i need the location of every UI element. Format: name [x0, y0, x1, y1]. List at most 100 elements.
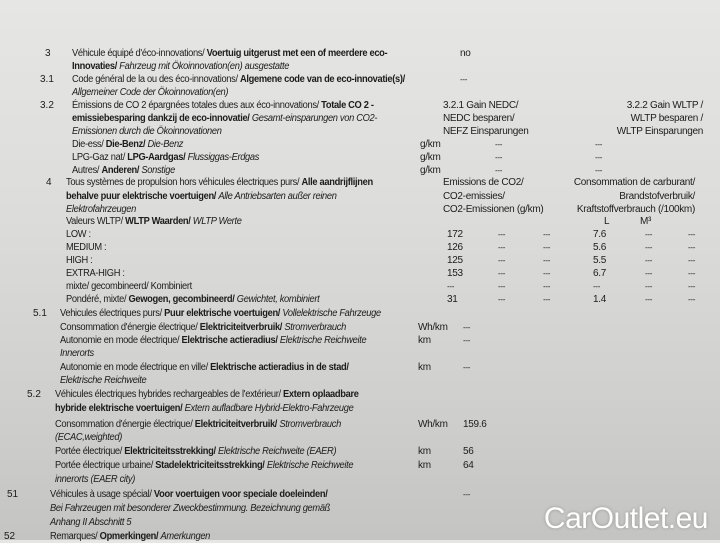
- label-segment: Gesamt-einsparungen von CO2-: [251, 113, 378, 124]
- value-cell: 7.6: [593, 229, 607, 240]
- item-label: EXTRA-HIGH :: [66, 268, 125, 280]
- label-segment: Stadelektriciteitsstrekking/: [155, 460, 267, 471]
- item-label: Innerorts: [60, 348, 94, 360]
- item-label: Portée électrique/ Elektriciteitsstrekki…: [55, 446, 337, 458]
- item-label: Elektrofahrzeugen: [66, 204, 136, 216]
- value-cell: ---: [495, 166, 503, 175]
- label-segment: Emissionen durch die Ökoinnovationen: [72, 126, 222, 137]
- label-segment: Alle aandrijflijnen: [301, 177, 374, 188]
- value-cell: 172: [447, 229, 463, 240]
- label-segment: Innovaties/: [72, 61, 120, 72]
- value-cell: ---: [463, 323, 471, 332]
- value-cell: ---: [447, 282, 455, 291]
- item-number: 5.1: [33, 308, 47, 319]
- label-segment: Die-ess/: [72, 139, 106, 150]
- item-label: Véhicules à usage spécial/ Voor voertuig…: [50, 489, 328, 501]
- item-label: LOW :: [66, 229, 91, 241]
- value-cell: g/km: [420, 152, 441, 163]
- item-label: emissiebesparing dankzij de eco-innovati…: [72, 113, 377, 125]
- value-cell: NEFZ Einsparungen: [443, 126, 529, 137]
- label-segment: Flussiggas-Erdgas: [187, 152, 260, 163]
- value-cell: km: [418, 362, 431, 373]
- label-segment: Elektrische actieradius/: [181, 335, 280, 346]
- value-cell: L: [604, 216, 610, 227]
- label-segment: Consommation d'énergie électrique/: [60, 322, 200, 333]
- label-segment: Alle Antriebsarten außer reinen: [218, 191, 337, 202]
- value-cell: Kraftstoffverbrauch (/100km): [576, 204, 695, 215]
- value-cell: 3.2.2 Gain WLTP /: [626, 100, 704, 111]
- value-cell: ---: [645, 243, 653, 252]
- value-cell: ---: [463, 336, 471, 345]
- value-cell: ---: [498, 269, 506, 278]
- value-cell: WLTP besparen /: [630, 113, 704, 124]
- label-segment: Autres/: [72, 165, 102, 176]
- label-segment: WLTP Waarden/: [125, 216, 193, 227]
- label-segment: Allgemeiner Code der Ökoinnovation(en): [72, 87, 229, 98]
- label-segment: Die-Benz/: [105, 139, 148, 150]
- label-segment: LPG-Aardgas/: [127, 152, 188, 163]
- item-label: Véhicule équipé d'éco-innovations/ Voert…: [72, 48, 388, 60]
- label-segment: innerorts (EAER city): [55, 474, 135, 485]
- label-segment: (ECAC,weighted): [55, 432, 122, 443]
- value-cell: ---: [688, 243, 696, 252]
- item-number: 51: [7, 489, 19, 500]
- value-cell: 125: [447, 255, 463, 266]
- item-label: Pondéré, mixte/ Gewogen, gecombineerd/ G…: [66, 294, 320, 306]
- item-number: 4: [46, 177, 52, 188]
- item-label: Consommation d'énergie électrique/ Elekt…: [55, 419, 341, 431]
- value-cell: ---: [498, 230, 506, 239]
- value-cell: Consommation de carburant/: [573, 177, 695, 188]
- item-label: LPG-Gaz nat/ LPG-Aardgas/ Flussiggas-Erd…: [72, 152, 259, 164]
- value-cell: 56: [463, 446, 474, 457]
- label-segment: Bei Fahrzeugen mit besonderer Zweckbesti…: [50, 503, 331, 514]
- label-segment: Vehicules électriques purs/: [60, 308, 165, 319]
- label-segment: Remarques/: [50, 531, 100, 542]
- label-segment: mixte/ gecombineerd/ Kombiniert: [66, 281, 192, 292]
- value-cell: Wh/km: [418, 419, 448, 430]
- label-segment: LPG-Gaz nat/: [72, 152, 128, 163]
- item-label: MEDIUM :: [66, 242, 107, 254]
- item-label: Émissions de CO 2 épargnées totales dues…: [72, 100, 374, 112]
- label-segment: Pondéré, mixte/: [66, 294, 129, 305]
- label-segment: Stromverbrauch: [279, 419, 341, 430]
- value-cell: 64: [463, 460, 474, 471]
- label-segment: Sonstige: [141, 165, 176, 176]
- value-cell: ---: [495, 140, 503, 149]
- label-segment: Elektrische Reichweite (EAER): [217, 446, 337, 457]
- value-cell: ---: [498, 243, 506, 252]
- label-segment: Algemene code van de eco-innovatie(s)/: [239, 74, 405, 85]
- item-label: HIGH :: [66, 255, 93, 267]
- value-cell: ---: [498, 282, 506, 291]
- label-segment: Elektrische Reichweite: [266, 460, 354, 471]
- value-cell: 5.6: [593, 242, 607, 253]
- label-segment: Portée électrique urbaine/: [55, 460, 156, 471]
- label-segment: Elektrische actieradius in de stad/: [210, 362, 349, 373]
- value-cell: ---: [688, 269, 696, 278]
- item-label: (ECAC,weighted): [55, 432, 122, 444]
- value-cell: Wh/km: [418, 322, 448, 333]
- item-label: Autres/ Anderen/ Sonstige: [72, 165, 175, 177]
- label-segment: Véhicule équipé d'éco-innovations/: [72, 48, 207, 59]
- label-segment: Vollelektrische Fahrzeuge: [282, 308, 381, 319]
- label-segment: Véhicules à usage spécial/: [50, 489, 154, 500]
- label-segment: Anderen/: [101, 165, 142, 176]
- label-segment: Totale CO 2 -: [321, 100, 374, 111]
- item-label: Elektrische Reichweite: [60, 375, 147, 387]
- value-cell: CO2-emissies/: [443, 191, 505, 202]
- item-label: Anhang II Abschnitt 5: [50, 517, 132, 529]
- item-label: hybride elektrische voertuigen/ Extern a…: [55, 403, 354, 415]
- label-segment: Stromverbrauch: [284, 322, 346, 333]
- label-segment: emissiebesparing dankzij de eco-innovati…: [72, 113, 252, 124]
- label-segment: Voertuig uitgerust met een of meerdere e…: [206, 48, 388, 59]
- label-segment: Elektrische Reichweite: [60, 375, 147, 386]
- value-cell: ---: [595, 140, 603, 149]
- value-cell: ---: [543, 269, 551, 278]
- item-number: 3: [45, 48, 51, 59]
- item-label: Die-ess/ Die-Benz/ Die-Benz: [72, 139, 183, 151]
- label-segment: Extern oplaadbare: [282, 389, 359, 400]
- value-cell: ---: [595, 166, 603, 175]
- value-cell: g/km: [420, 139, 441, 150]
- value-cell: ---: [543, 256, 551, 265]
- value-cell: ---: [645, 256, 653, 265]
